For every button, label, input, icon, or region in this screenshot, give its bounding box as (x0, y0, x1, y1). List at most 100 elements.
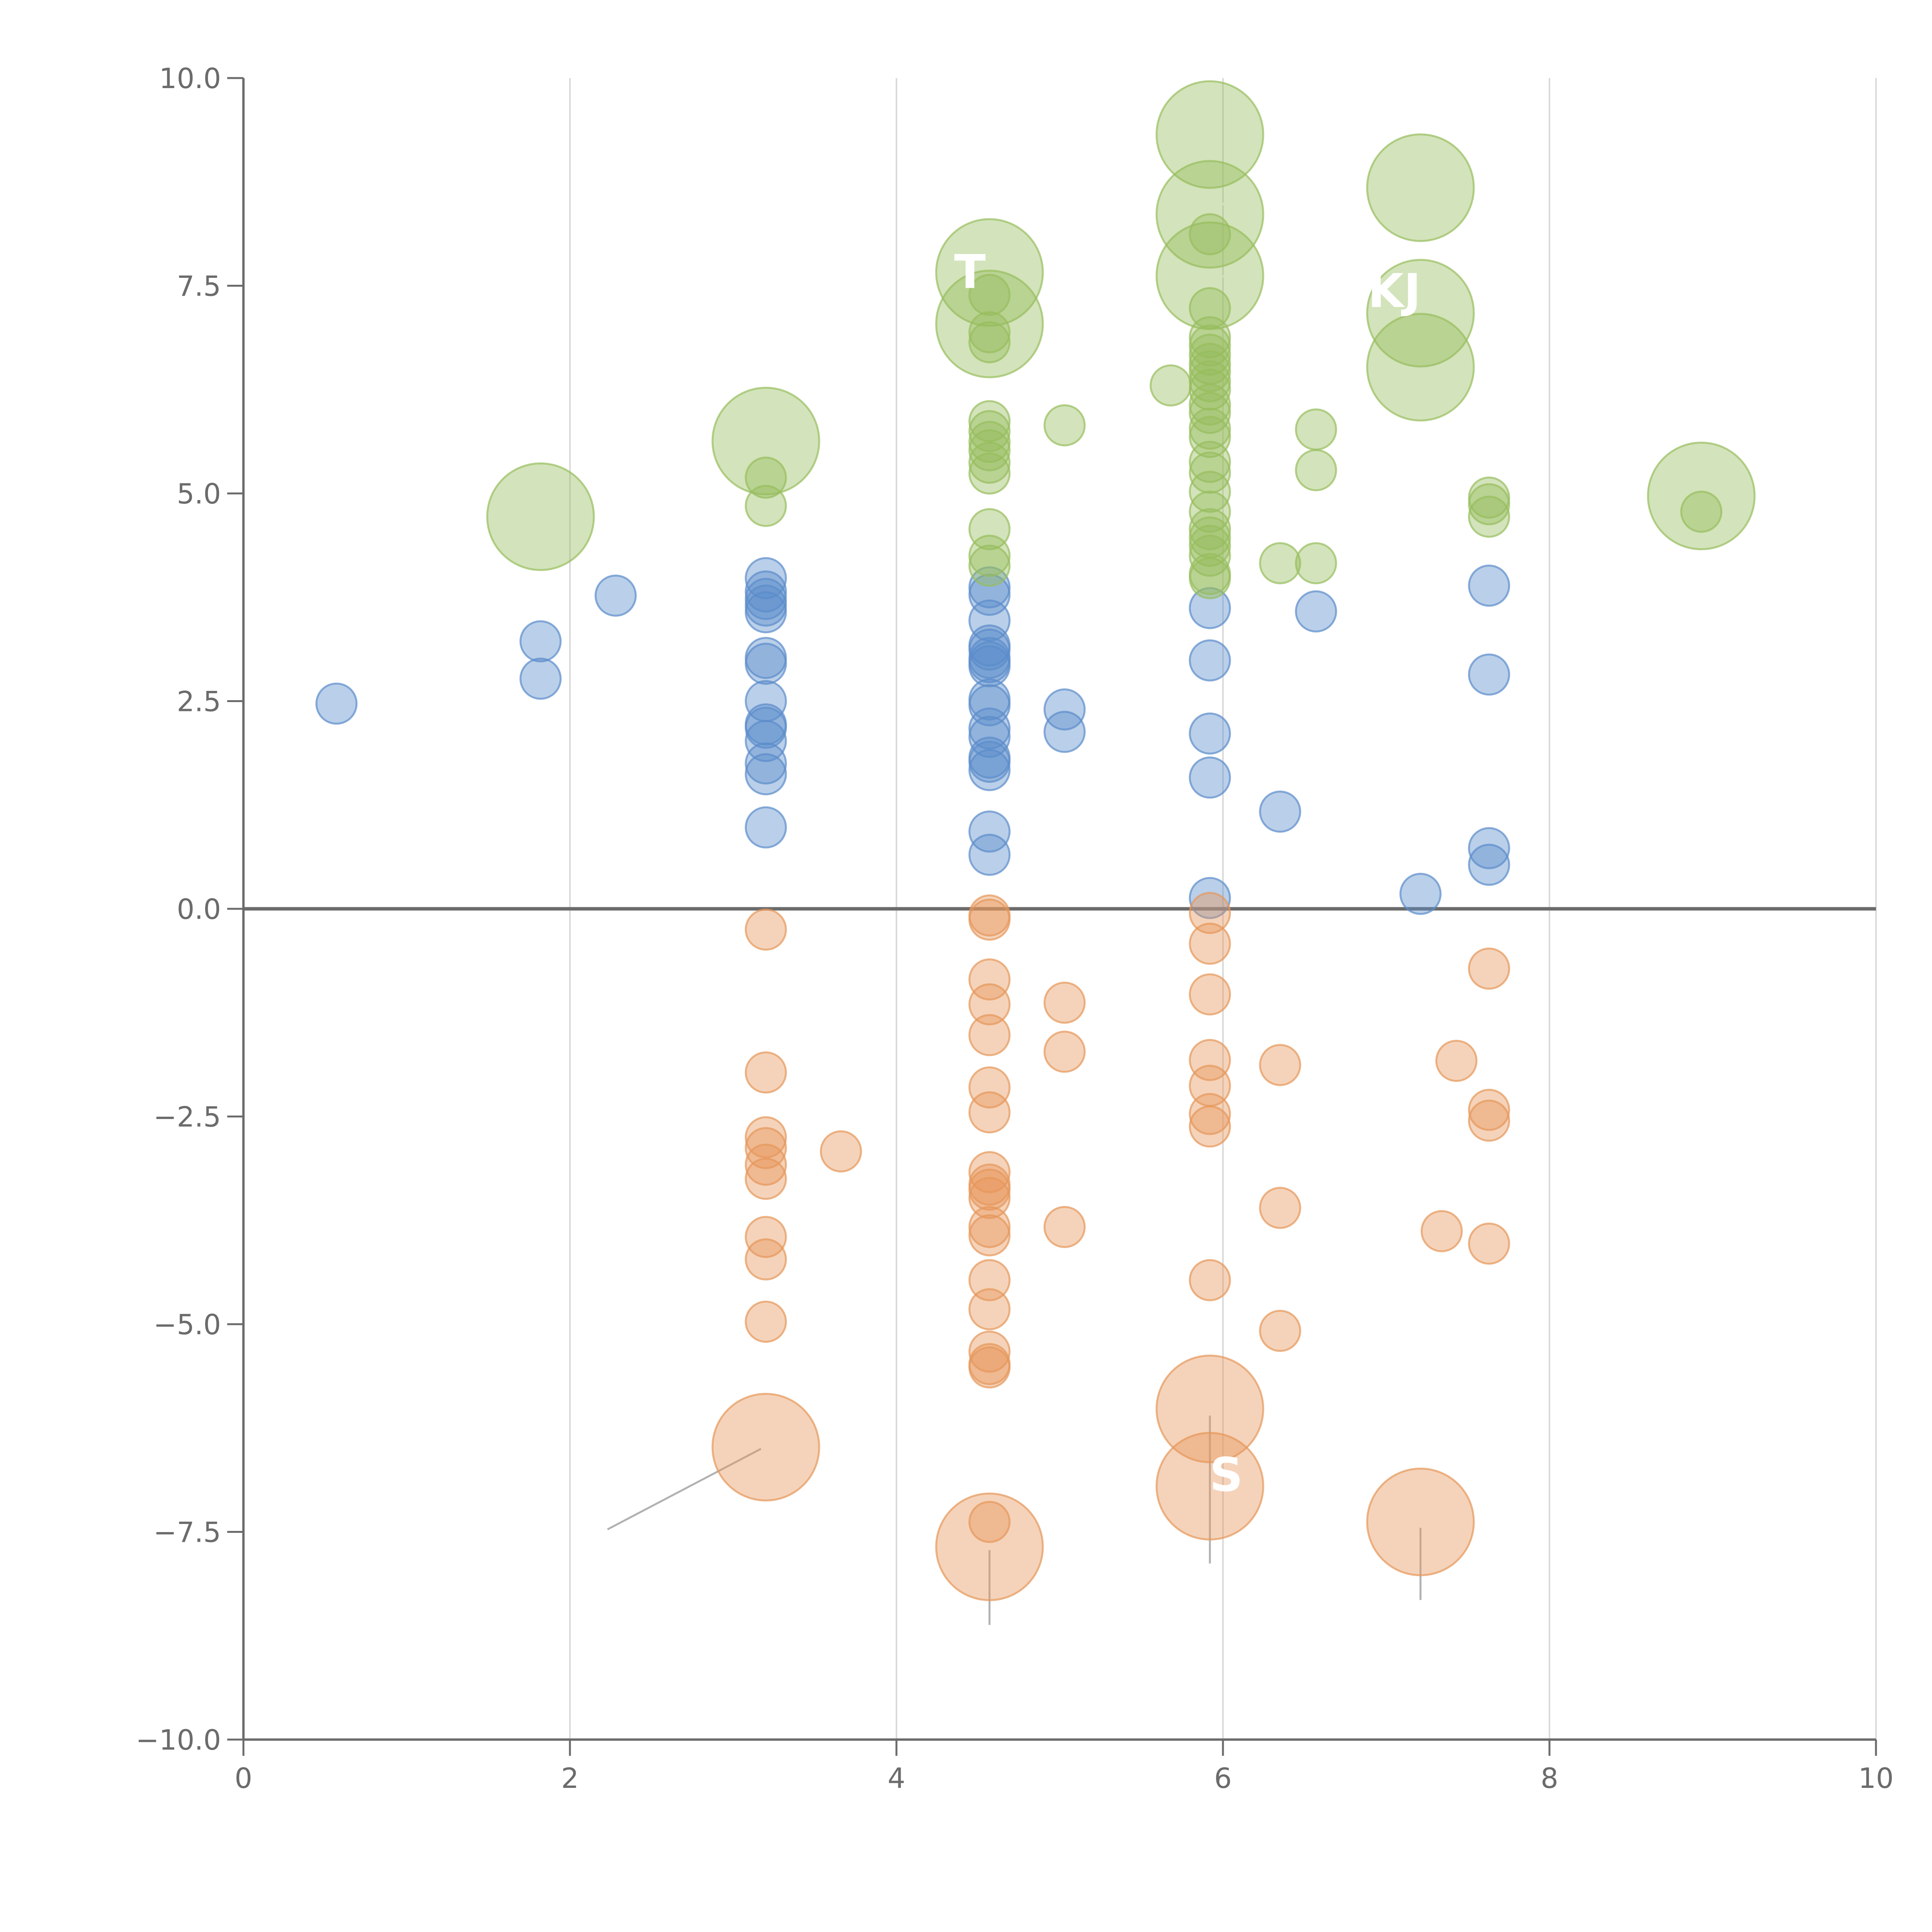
green-point-10 (968, 410, 1011, 452)
blue-point-32 (968, 749, 1011, 791)
y-tick-label: 0.0 (177, 893, 221, 925)
leader-line-5 (1216, 275, 1256, 280)
orange-point-34 (1189, 892, 1231, 934)
orange-point-8 (745, 1301, 787, 1343)
x-tick-label: 8 (1541, 1762, 1558, 1794)
leader-line-6 (1427, 172, 1452, 185)
blue-point-19 (968, 573, 1011, 616)
blue-point-36 (1043, 711, 1086, 753)
blue-point-40 (1189, 756, 1231, 799)
blue-point-37 (1189, 587, 1231, 629)
green-point-49 (1295, 542, 1337, 585)
orange-point-12 (968, 898, 1011, 941)
orange-point-42 (1155, 1354, 1264, 1463)
leader-line-7 (1427, 301, 1460, 312)
orange-point-23 (968, 1214, 1011, 1257)
green-point-55 (1468, 495, 1510, 538)
green-point-29 (1189, 350, 1231, 393)
blue-point-16 (745, 753, 787, 796)
orange-point-46 (1259, 1310, 1301, 1352)
orange-point-13 (968, 958, 1011, 1001)
y-tick-label: −7.5 (153, 1516, 221, 1549)
x-tick-label: 0 (235, 1762, 252, 1794)
x-tick-label: 2 (561, 1762, 579, 1794)
orange-point-37 (1189, 1039, 1231, 1081)
orange-point-52 (1468, 1099, 1510, 1142)
green-point-20 (1155, 80, 1264, 189)
blue-point-41 (1189, 877, 1231, 919)
orange-point-0 (745, 908, 787, 951)
y-tick-label: −5.0 (153, 1308, 221, 1341)
leader-line-4 (1214, 189, 1240, 212)
x-tick-label: 6 (1214, 1762, 1232, 1794)
green-point-14 (968, 452, 1011, 495)
orange-point-21 (968, 1177, 1011, 1219)
orange-point-49 (1435, 1039, 1478, 1082)
orange-point-41 (1189, 1259, 1231, 1301)
orange-point-17 (968, 1091, 1011, 1134)
blue-point-38 (1189, 639, 1231, 682)
orange-point-40 (1189, 1105, 1231, 1148)
y-tick-label: −10.0 (136, 1724, 221, 1756)
green-point-47 (1295, 408, 1337, 451)
orange-point-4 (745, 1143, 787, 1186)
blue-point-8 (745, 591, 787, 633)
x-tick-label: 10 (1858, 1762, 1894, 1794)
orange-point-32 (1043, 1031, 1086, 1073)
green-point-0 (486, 462, 595, 571)
green-point-8 (968, 321, 1011, 364)
blue-point-48 (1468, 844, 1510, 886)
orange-point-15 (968, 1014, 1011, 1056)
blue-point-33 (968, 810, 1011, 853)
orange-point-25 (968, 1288, 1011, 1330)
green-point-7 (968, 311, 1011, 354)
blue-point-20 (968, 599, 1011, 642)
orange-point-35 (1189, 922, 1231, 965)
data-points (315, 80, 1756, 1601)
leader-line-0 (546, 493, 568, 514)
green-point-3 (745, 485, 787, 527)
green-point-6 (968, 274, 1011, 316)
blue-point-15 (745, 742, 787, 785)
green-point-52 (1366, 313, 1475, 422)
green-point-12 (968, 429, 1011, 471)
orange-point-7 (745, 1238, 787, 1281)
green-point-37 (1189, 451, 1231, 494)
orange-point-50 (1468, 947, 1510, 990)
blue-point-27 (968, 684, 1011, 726)
y-tick-label: 7.5 (177, 270, 221, 303)
blue-point-35 (1043, 688, 1086, 731)
green-point-46 (1259, 542, 1301, 585)
orange-point-33 (1043, 1206, 1086, 1248)
green-point-50 (1366, 133, 1475, 242)
blue-point-0 (315, 682, 358, 725)
leader-line-10 (607, 1448, 762, 1531)
green-point-17 (968, 544, 1011, 587)
orange-point-29 (968, 1501, 1011, 1543)
orange-point-10 (820, 1130, 862, 1173)
green-point-19 (1150, 364, 1192, 406)
blue-point-47 (1468, 827, 1510, 869)
orange-point-18 (968, 1151, 1011, 1194)
orange-point-31 (1043, 981, 1086, 1024)
annotations: T KJ S (954, 245, 1421, 1502)
green-point-18 (1043, 404, 1086, 447)
green-point-13 (968, 441, 1011, 484)
orange-point-28 (968, 1346, 1011, 1389)
blue-point-2 (519, 657, 562, 700)
green-point-5 (935, 269, 1044, 378)
green-point-1 (711, 387, 820, 496)
annotation-label-1: KJ (1368, 265, 1421, 318)
orange-point-47 (1366, 1468, 1475, 1577)
orange-point-6 (745, 1216, 787, 1258)
blue-point-45 (1468, 565, 1510, 607)
orange-point-53 (1468, 1222, 1510, 1265)
y-tick-label: 2.5 (177, 685, 221, 718)
orange-point-3 (745, 1127, 787, 1169)
annotation-label-0: T (954, 245, 986, 299)
leader-line-1 (772, 422, 786, 438)
orange-point-43 (1155, 1432, 1264, 1541)
green-point-48 (1295, 449, 1337, 492)
leader-line-3 (1177, 130, 1204, 136)
